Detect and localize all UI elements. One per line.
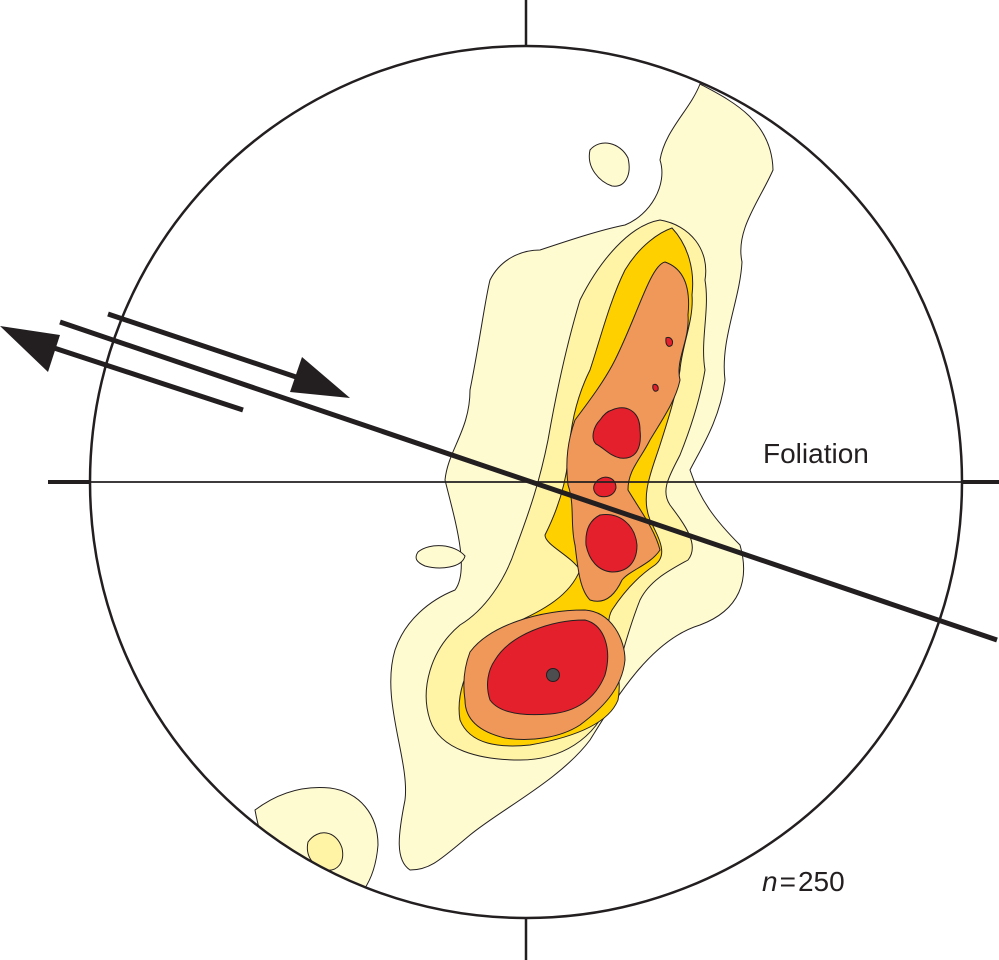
sample-size-label: n=250 [762, 866, 845, 897]
shear-arrow-bottom-shaft [44, 342, 244, 413]
contour-level-2-lobe [306, 832, 344, 871]
contour-level-1-island [588, 142, 630, 187]
contour-level-5-maximum [487, 619, 609, 716]
shear-arrow-top-shaft [107, 311, 306, 383]
maximum-density-point [546, 668, 560, 682]
sample-size-value: 250 [798, 866, 845, 897]
foliation-label: Foliation [763, 438, 869, 469]
shear-sense-arrows [0, 311, 350, 413]
shear-sense-arrow-bottom-icon [0, 326, 60, 372]
contour-level-1-island [415, 545, 466, 569]
contour-level-5 [652, 383, 659, 392]
contour-level-5 [592, 407, 641, 459]
density-contours [254, 83, 774, 901]
shear-sense-arrow-top-icon [290, 357, 350, 398]
foliation-trace [59, 319, 998, 643]
sample-size-symbol: n [762, 866, 778, 897]
contour-level-5 [585, 514, 638, 573]
contour-level-5 [665, 337, 673, 347]
sample-size-equals: = [780, 866, 796, 897]
